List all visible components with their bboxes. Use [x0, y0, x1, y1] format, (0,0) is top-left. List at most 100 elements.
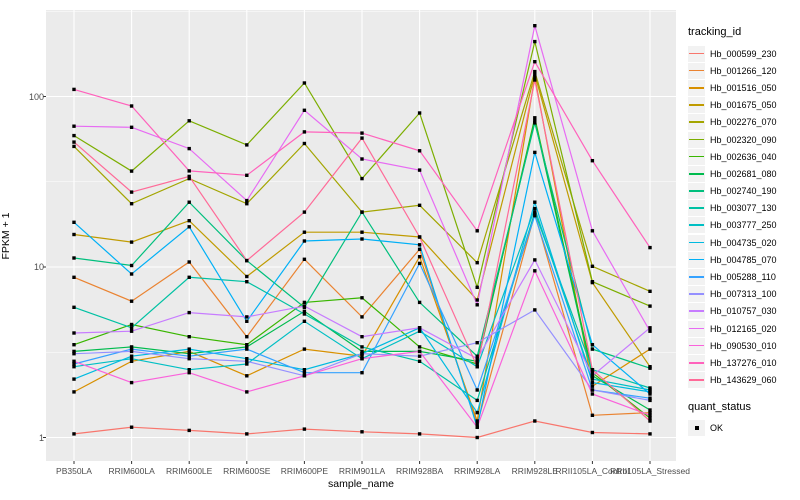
data-point: [302, 427, 307, 431]
data-point: [475, 425, 479, 429]
data-point: [475, 354, 479, 358]
data-point: [245, 173, 249, 177]
legend-item: Hb_010757_030: [688, 303, 798, 320]
data-point: [129, 263, 134, 268]
line-swatch-icon: [689, 344, 704, 347]
data-point: [302, 230, 307, 234]
legend-item: Hb_012165_020: [688, 320, 798, 337]
data-point: [129, 202, 134, 206]
line-swatch-icon: [689, 138, 704, 141]
data-point: [417, 300, 422, 305]
data-point: [245, 357, 249, 361]
data-point: [187, 371, 191, 375]
data-point: [590, 380, 595, 385]
data-point: [475, 357, 479, 361]
data-point: [302, 319, 307, 323]
data-point: [533, 69, 537, 74]
data-point: [72, 331, 76, 335]
line-swatch-icon: [689, 310, 704, 312]
x-tick-label: RRII105LA_Control: [555, 466, 630, 476]
data-point: [417, 349, 422, 354]
data-point: [129, 299, 134, 303]
legend-item: Hb_005288_110: [688, 268, 798, 286]
y-tick-label: 100: [28, 91, 44, 102]
data-point: [129, 322, 134, 327]
data-point: [245, 315, 249, 319]
data-point: [360, 349, 364, 354]
line-swatch-icon: [689, 52, 704, 55]
data-point: [648, 386, 652, 390]
data-point: [245, 319, 249, 323]
legend-key-swatch: [688, 200, 705, 217]
data-point: [475, 398, 479, 403]
x-tick-label: PB350LA: [56, 466, 92, 476]
legend-item: Hb_004785_070: [688, 251, 798, 268]
data-point: [72, 305, 76, 309]
data-point: [533, 214, 537, 218]
data-point: [245, 343, 249, 347]
data-point: [245, 432, 249, 436]
data-point: [245, 390, 249, 394]
legend-item: Hb_000599_230: [688, 45, 798, 62]
data-point: [72, 275, 76, 279]
data-point: [533, 308, 537, 312]
data-point: [245, 258, 249, 263]
data-point: [360, 176, 364, 181]
data-point: [129, 272, 134, 276]
black-square-point-icon: [694, 426, 699, 431]
legend-item: Hb_002320_090: [688, 131, 798, 148]
data-point: [129, 354, 134, 358]
data-point: [360, 136, 364, 140]
legend-item-label: Hb_007313_100: [710, 289, 777, 300]
data-point: [129, 347, 134, 351]
data-point: [72, 365, 76, 369]
data-point: [302, 108, 307, 112]
data-point: [187, 174, 191, 179]
data-point: [302, 347, 307, 351]
legend-key-swatch: [688, 320, 705, 337]
data-point: [590, 159, 595, 163]
legend-item-label: Hb_002320_090: [710, 134, 777, 145]
x-tick-label: RRIM901LA: [338, 466, 386, 476]
legend-key-swatch: [688, 131, 705, 148]
data-point: [187, 119, 191, 123]
data-point: [533, 78, 537, 82]
data-point: [187, 310, 191, 315]
legend-item-label: Hb_010757_030: [710, 306, 777, 317]
data-point: [129, 357, 134, 361]
data-point: [648, 416, 652, 420]
data-point: [72, 124, 76, 128]
y-axis-title: FPKM + 1: [0, 212, 12, 260]
data-point: [590, 377, 595, 381]
legend-item-label: Hb_001266_120: [710, 65, 777, 76]
data-point: [129, 169, 134, 173]
data-point: [302, 81, 307, 85]
legend: tracking_id Hb_000599_230 Hb_001266_120 …: [688, 26, 798, 437]
data-point: [648, 245, 652, 250]
data-point: [417, 235, 422, 239]
data-point: [417, 255, 422, 259]
data-point: [129, 326, 134, 330]
line-swatch-icon: [689, 207, 704, 209]
data-point: [417, 261, 422, 266]
data-point: [302, 257, 307, 261]
line-swatch-icon: [689, 69, 704, 72]
y-tick-labels: 1 10 100: [0, 0, 44, 500]
legend-item: Hb_004735_020: [688, 234, 798, 251]
data-point: [72, 349, 76, 354]
data-point: [187, 275, 191, 279]
legend-item-label: Hb_002276_070: [710, 117, 777, 128]
data-point: [648, 329, 652, 333]
data-point: [648, 410, 652, 415]
data-point: [245, 362, 249, 366]
data-point: [590, 229, 595, 233]
data-point: [475, 419, 479, 423]
data-point: [590, 371, 595, 375]
data-point: [475, 298, 479, 302]
data-point: [648, 419, 652, 423]
legend-item-label: Hb_090530_010: [710, 340, 777, 351]
data-point: [475, 285, 479, 289]
data-point: [72, 256, 76, 260]
legend-key-swatch: [688, 79, 705, 96]
